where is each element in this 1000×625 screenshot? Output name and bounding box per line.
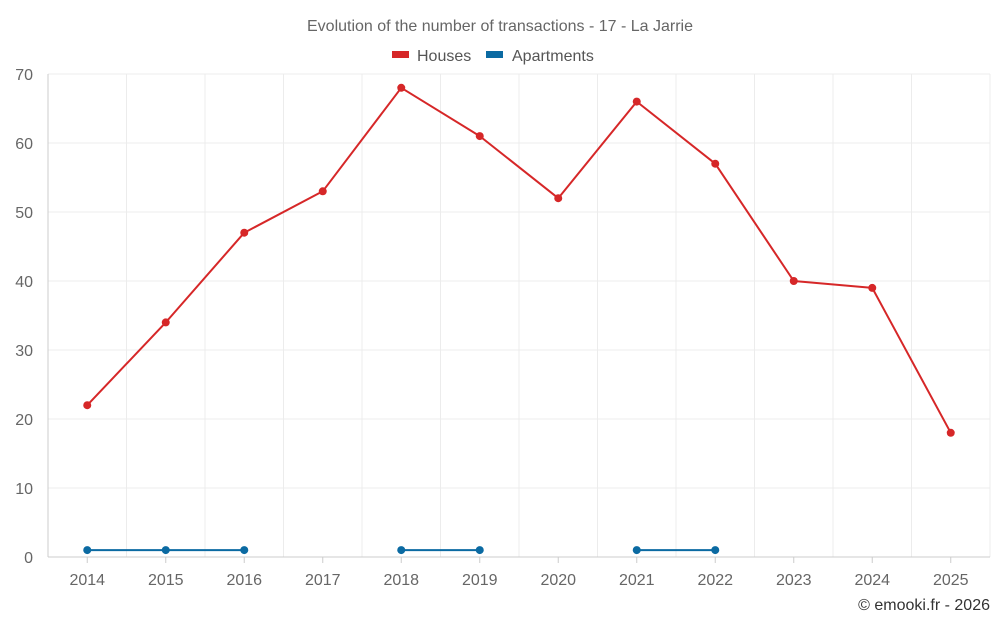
legend-item-apartments[interactable]: Apartments — [486, 48, 594, 65]
y-tick-label: 40 — [15, 274, 33, 291]
x-tick-label: 2018 — [383, 572, 419, 589]
legend-label-apartments: Apartments — [512, 48, 594, 65]
data-point-houses — [83, 401, 92, 410]
data-point-apartments — [711, 546, 720, 555]
data-point-apartments — [475, 546, 484, 555]
legend-item-houses[interactable]: Houses — [392, 48, 471, 65]
series-houses — [83, 83, 955, 437]
legend-swatch-apartments — [486, 51, 503, 58]
x-tick-label: 2023 — [776, 572, 812, 589]
x-tick-label: 2025 — [933, 572, 969, 589]
data-point-houses — [789, 277, 798, 285]
chart-title: Evolution of the number of transactions … — [307, 18, 693, 35]
data-point-houses — [946, 428, 955, 437]
data-point-apartments — [83, 546, 92, 555]
x-tick-label: 2024 — [854, 572, 890, 589]
data-point-houses — [711, 159, 720, 168]
series-line-houses — [86, 86, 952, 434]
data-point-houses — [475, 132, 484, 141]
series — [83, 83, 955, 555]
y-tick-label: 30 — [15, 343, 33, 360]
legend-label-houses: Houses — [417, 48, 471, 65]
data-point-apartments — [632, 546, 641, 555]
y-tick-label: 60 — [15, 136, 33, 153]
y-tick-label: 70 — [15, 67, 33, 84]
data-point-houses — [632, 97, 641, 106]
data-point-apartments — [161, 546, 170, 555]
x-tick-label: 2022 — [697, 572, 733, 589]
axes: 0 10 20 30 40 50 60 70 2014 2015 2016 2017 2018 2019 2… — [15, 67, 990, 589]
grid — [48, 73, 991, 557]
x-tick-label: 2017 — [305, 572, 341, 589]
series-apartments — [83, 546, 720, 555]
data-point-apartments — [397, 546, 406, 555]
data-point-houses — [397, 83, 406, 92]
data-point-houses — [318, 187, 327, 196]
x-tick-label: 2019 — [462, 572, 498, 589]
x-tick-label: 2015 — [148, 572, 184, 589]
data-point-houses — [161, 318, 170, 327]
y-tick-label: 20 — [15, 412, 33, 429]
legend-swatch-houses — [392, 51, 409, 58]
y-tick-label: 10 — [15, 481, 33, 498]
x-tick-label: 2020 — [540, 572, 576, 589]
y-tick-label: 50 — [15, 205, 33, 222]
data-point-houses — [240, 228, 249, 237]
x-tick-label: 2021 — [619, 572, 655, 589]
data-point-houses — [868, 283, 877, 292]
y-tick-label: 0 — [24, 550, 33, 567]
x-tick-label: 2014 — [69, 572, 105, 589]
data-point-apartments — [240, 546, 249, 555]
legend: Houses Apartments — [392, 48, 594, 65]
data-point-houses — [554, 194, 563, 203]
x-tick-label: 2016 — [226, 572, 262, 589]
credit-text: © emooki.fr - 2026 — [858, 597, 990, 614]
